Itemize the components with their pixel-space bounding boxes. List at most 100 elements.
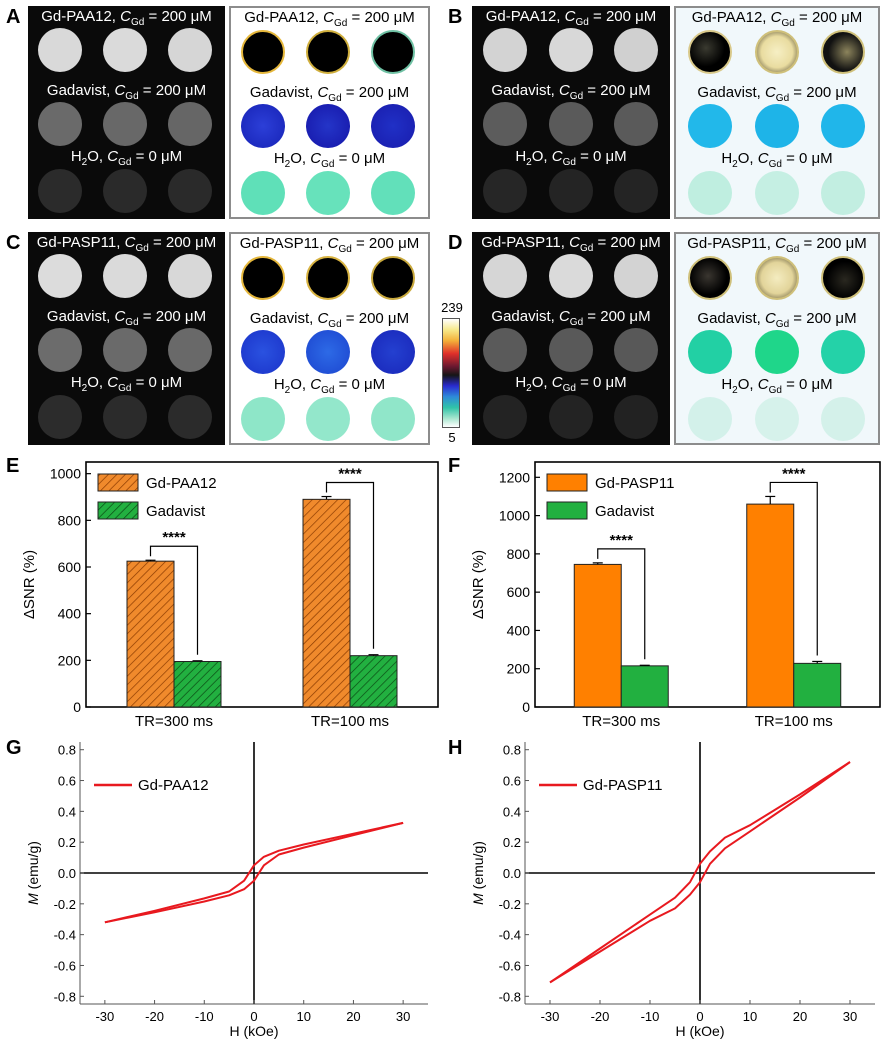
phantom-tube [38,395,82,439]
legend-swatch [546,501,588,520]
y-tick-label: 0.6 [503,774,521,789]
panel-b-mri-image: Gd-PAA12, CGd = 200 μM Gadavist, CGd = 2… [472,6,670,219]
y-tick-label: 200 [58,652,82,668]
y-tick-label: -0.8 [54,989,76,1004]
colorbar-max-label: 239 [441,300,463,315]
phantom-tube [168,395,212,439]
significance-label: **** [610,532,634,549]
phantom-tube [483,102,527,146]
y-tick-label: 600 [58,559,82,575]
label-gadavist: Gadavist, CGd = 200 μM [491,82,651,102]
y-tick-label: -0.4 [499,928,521,943]
x-tick-label: 0 [696,1009,703,1024]
x-tick-label: 30 [396,1009,410,1024]
phantom-tube [306,397,350,441]
phantom-tube [168,28,212,72]
phantom-tube [38,328,82,372]
phantom-tube [483,169,527,213]
y-tick-label: 1000 [499,508,530,524]
phantom-tube [168,102,212,146]
x-tick-label: TR=100 ms [311,713,389,730]
phantom-tube [38,28,82,72]
x-tick-label: 30 [843,1009,857,1024]
phantom-tube [755,104,799,148]
label-gadavist: Gadavist, CGd = 200 μM [697,84,857,104]
y-tick-label: 800 [58,512,82,528]
bar [573,563,622,708]
label-gadavist: Gadavist, CGd = 200 μM [46,308,207,328]
phantom-tube [241,171,285,215]
plot-frame [85,461,439,708]
phantom-tube [103,254,147,298]
phantom-tube [371,104,415,148]
phantom-tube [241,397,285,441]
panel-label-e: E [6,455,20,477]
phantom-tube [241,330,285,374]
phantom-tube [306,104,350,148]
phantom-tube [614,28,658,72]
bar [746,503,795,708]
phantom-tube [755,171,799,215]
chart-f-snr-bar: 0 200 400 600 800 1000 1200 ΔSNR (%) TR=300 ms **… [470,461,881,730]
phantom-tube [306,30,350,74]
label-gadavist: Gadavist, CGd = 200 μM [491,308,651,328]
phantom-tube [103,102,147,146]
y-axis-label: M (emu/g) [470,841,486,905]
phantom-tube [168,254,212,298]
panel-d-color-map: Gd-PASP11, CGd = 200 μM Gadavist, CGd = … [674,232,880,445]
hysteresis-curve-lower [104,821,404,924]
label-gadavist: Gadavist, CGd = 200 μM [249,310,410,330]
legend-label: Gd-PASP11 [595,475,674,492]
phantom-tube [483,254,527,298]
phantom-tube [549,395,593,439]
phantom-tube [688,330,732,374]
label-gadavist: Gadavist, CGd = 200 μM [249,84,410,104]
x-axis-label: H (kOe) [230,1023,279,1039]
colorbar-min-label: 5 [448,430,456,445]
y-tick-label: 1200 [499,469,530,485]
panel-c-color-map: Gd-PASP11, CGd = 200 μM Gadavist, CGd = … [229,232,430,445]
y-tick-label: 0 [522,699,530,715]
y-tick-label: -0.2 [499,897,521,912]
label-water: H2O, CGd = 0 μM [721,150,833,170]
phantom-tube [549,254,593,298]
x-tick-label: -10 [195,1009,214,1024]
label-water: H2O, CGd = 0 μM [70,148,183,168]
hysteresis-curve-upper [104,821,404,924]
phantom-tube [103,395,147,439]
bar [793,662,842,708]
y-tick-label: 0.0 [503,866,521,881]
y-tick-label: 0.4 [503,804,521,819]
chart-g-hysteresis: -0.8 -0.6 -0.4 -0.2 0.0 0.2 0.4 0.6 0.8 -30 -20 -10… [25,742,428,1039]
x-tick-label: -20 [145,1009,164,1024]
phantom-tube [688,104,732,148]
bar [620,665,669,708]
panel-a-mri-image: Gd-PAA12, CGd = 200 μM Gadavist, CGd = 2… [28,6,225,219]
phantom-tube [688,171,732,215]
significance-bracket [597,548,646,660]
hysteresis-curve-lower [549,761,851,984]
phantom-tube [306,330,350,374]
label-gadavist: Gadavist, CGd = 200 μM [697,310,857,330]
y-tick-label: 0.8 [58,743,76,758]
panel-a-color-map: Gd-PAA12, CGd = 200 μM Gadavist, CGd = 2… [229,6,430,219]
phantom-tube [614,395,658,439]
phantom-tube [483,328,527,372]
panel-label-f: F [448,455,461,477]
y-axis-label: ΔSNR (%) [21,550,38,619]
hysteresis-curve-upper [549,761,851,984]
y-tick-label: 400 [58,606,82,622]
phantom-tube [371,171,415,215]
phantom-tube [755,30,799,74]
x-tick-label: -20 [591,1009,610,1024]
phantom-tube [688,256,732,300]
y-tick-label: 1000 [50,466,81,482]
phantom-tube [755,330,799,374]
phantom-tube [168,169,212,213]
phantom-tube [168,328,212,372]
legend-label: Gadavist [595,503,655,520]
legend-label: Gd-PASP11 [583,777,662,794]
label-gd-pasp11: Gd-PASP11, CGd = 200 μM [239,235,420,255]
phantom-tube [821,397,865,441]
phantom-tube [371,330,415,374]
